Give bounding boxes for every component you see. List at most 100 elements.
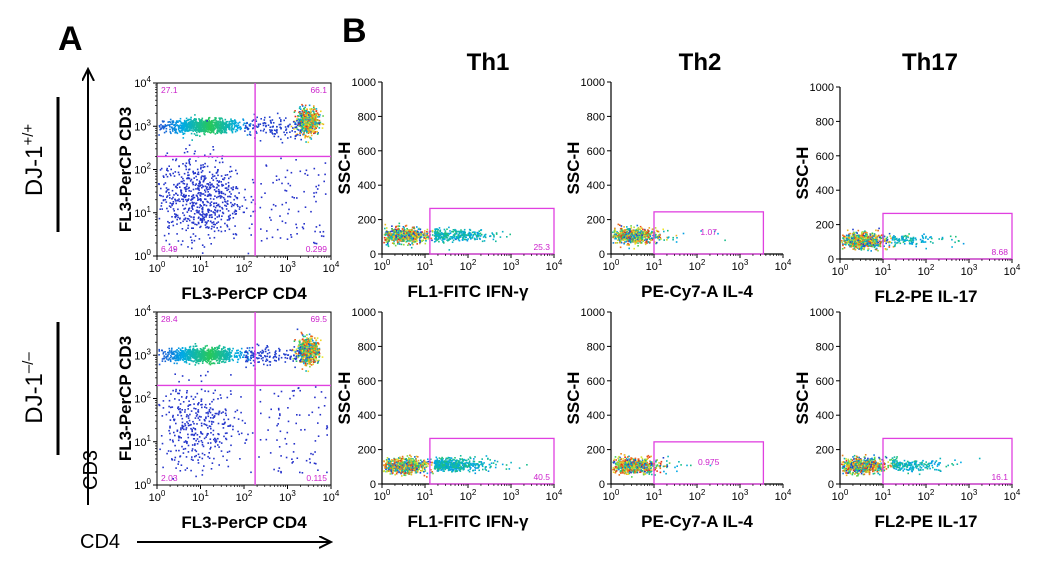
event-dot	[166, 453, 168, 455]
event-dot	[202, 221, 204, 223]
event-dot	[173, 201, 175, 203]
event-dot	[186, 120, 188, 122]
event-dot	[180, 429, 182, 431]
event-dot	[220, 181, 222, 183]
x-tick-label: 100	[149, 260, 166, 275]
event-dot	[167, 211, 169, 213]
event-dot	[202, 244, 204, 246]
event-dot	[205, 177, 207, 179]
event-dot	[180, 403, 182, 405]
event-dot	[170, 175, 172, 177]
event-dot	[308, 131, 310, 133]
event-dot	[245, 351, 247, 353]
event-dot	[275, 205, 277, 207]
event-dot	[277, 113, 279, 115]
event-dot	[185, 448, 187, 450]
event-dot	[319, 120, 321, 122]
event-dot	[294, 123, 296, 125]
y-tick-label: 102	[134, 162, 151, 177]
event-dot	[181, 176, 183, 178]
event-dot	[226, 190, 228, 192]
event-dot	[299, 342, 301, 344]
event-dot	[310, 112, 312, 114]
event-dot	[196, 132, 198, 134]
event-dot	[198, 462, 200, 464]
event-dot	[223, 193, 225, 195]
event-dot	[278, 409, 280, 411]
x-tick-label: 103	[279, 260, 296, 275]
event-dot	[205, 354, 207, 356]
event-dot	[196, 179, 198, 181]
event-dot	[186, 421, 188, 423]
event-dot	[218, 357, 220, 359]
event-dot	[276, 179, 278, 181]
event-dot	[234, 354, 236, 356]
event-dot	[305, 105, 307, 107]
event-dot	[185, 397, 187, 399]
event-dot	[252, 432, 254, 434]
event-dot	[180, 192, 182, 194]
event-dot	[240, 128, 242, 130]
event-dot	[232, 429, 234, 431]
event-dot	[188, 190, 190, 192]
event-dot	[399, 223, 401, 225]
event-dot	[189, 125, 191, 127]
event-dot	[225, 119, 227, 121]
event-dot	[297, 124, 299, 126]
event-dot	[229, 126, 231, 128]
event-dot	[187, 246, 189, 248]
event-dot	[222, 212, 224, 214]
event-dot	[179, 183, 181, 185]
event-dot	[195, 417, 197, 419]
event-dot	[177, 120, 179, 122]
event-dot	[188, 437, 190, 439]
event-dot	[280, 472, 282, 474]
event-dot	[178, 440, 180, 442]
event-dot	[302, 350, 304, 352]
event-dot	[315, 127, 317, 129]
event-dot	[195, 364, 197, 366]
event-dot	[196, 210, 198, 212]
event-dot	[166, 168, 168, 170]
event-dot	[188, 159, 190, 161]
event-dot	[224, 230, 226, 232]
event-dot	[181, 446, 183, 448]
event-dot	[227, 121, 229, 123]
event-dot	[190, 353, 192, 355]
event-dot	[297, 122, 299, 124]
event-dot	[192, 459, 194, 461]
event-dot	[186, 396, 188, 398]
event-dot	[204, 246, 206, 248]
event-dot	[170, 361, 172, 363]
event-dot	[193, 125, 195, 127]
event-dot	[295, 135, 297, 137]
event-dot	[317, 337, 319, 339]
event-dot	[171, 198, 173, 200]
event-dot	[190, 117, 192, 119]
event-dot	[185, 469, 187, 471]
event-dot	[209, 421, 211, 423]
event-dot	[218, 414, 220, 416]
event-dot	[280, 121, 282, 123]
event-dot	[175, 200, 177, 202]
event-dot	[264, 192, 266, 194]
event-dot	[323, 124, 325, 126]
event-dot	[199, 419, 201, 421]
event-dot	[287, 354, 289, 356]
event-dot	[221, 118, 223, 120]
event-dot	[195, 235, 197, 237]
event-dot	[214, 202, 216, 204]
event-dot	[247, 357, 249, 359]
event-dot	[265, 349, 267, 351]
event-dot	[200, 219, 202, 221]
event-dot	[203, 353, 205, 355]
event-dot	[199, 416, 201, 418]
event-dot	[176, 223, 178, 225]
event-dot	[161, 435, 163, 437]
event-dot	[244, 189, 246, 191]
event-dot	[314, 108, 316, 110]
event-dot	[283, 132, 285, 134]
event-dot	[207, 442, 209, 444]
event-dot	[223, 351, 225, 353]
event-dot	[269, 417, 271, 419]
